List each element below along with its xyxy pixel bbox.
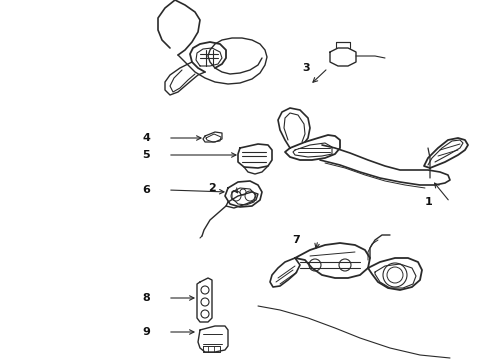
Text: 2: 2 xyxy=(208,183,216,193)
Text: 1: 1 xyxy=(424,197,432,207)
Text: 3: 3 xyxy=(302,63,310,73)
Text: 4: 4 xyxy=(142,133,150,143)
Text: 8: 8 xyxy=(142,293,150,303)
Text: 5: 5 xyxy=(143,150,150,160)
Text: 9: 9 xyxy=(142,327,150,337)
Text: 7: 7 xyxy=(292,235,300,245)
Text: 6: 6 xyxy=(142,185,150,195)
